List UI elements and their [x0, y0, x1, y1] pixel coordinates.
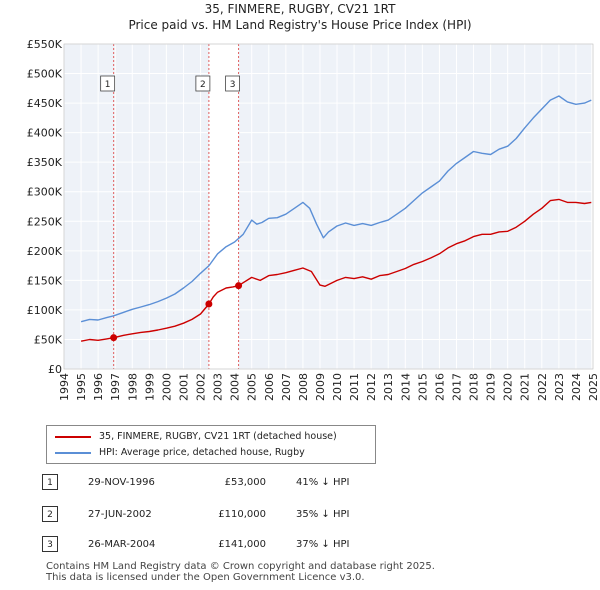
sale-price: £141,000	[218, 539, 266, 550]
x-tick-label: 2001	[177, 373, 190, 401]
x-tick-label: 1998	[126, 373, 139, 401]
legend: 35, FINMERE, RUGBY, CV21 1RT (detached h…	[46, 425, 376, 464]
x-tick-label: 2017	[450, 373, 463, 401]
legend-swatch-property	[55, 436, 91, 438]
legend-label-property: 35, FINMERE, RUGBY, CV21 1RT (detached h…	[99, 431, 337, 442]
chart-title: 35, FINMERE, RUGBY, CV21 1RT	[204, 2, 396, 16]
sale-label-box	[225, 75, 240, 92]
x-tick-label: 2025	[587, 373, 600, 401]
x-tick-label: 2013	[382, 373, 395, 401]
sale-row-2: 2 27-JUN-2002 £110,000 35% ↓ HPI	[42, 505, 382, 525]
x-tick-label: 2012	[365, 373, 378, 401]
x-tick-label: 2024	[570, 373, 583, 401]
sale-price: £53,000	[224, 477, 266, 488]
y-tick-label: £100K	[27, 304, 63, 317]
sale-date: 29-NOV-1996	[88, 477, 155, 488]
sale-number: 2	[42, 506, 58, 522]
x-tick-label: 2010	[331, 373, 344, 401]
y-tick-label: £250K	[27, 215, 63, 228]
x-tick-label: 1999	[143, 373, 156, 401]
x-tick-label: 2018	[468, 373, 481, 401]
y-tick-label: £500K	[27, 68, 63, 81]
sale-hpi-diff: 35% ↓ HPI	[296, 509, 350, 520]
sale-hpi-diff: 37% ↓ HPI	[296, 539, 350, 550]
x-tick-label: 2005	[246, 373, 259, 401]
sale-label-box	[100, 75, 116, 92]
sale-number: 3	[42, 536, 58, 552]
x-tick-label: 2002	[195, 373, 208, 401]
sale-band	[208, 44, 239, 369]
y-tick-label: £50K	[34, 333, 63, 346]
sale-label-number: 3	[230, 80, 236, 90]
footer-licence: This data is licensed under the Open Gov…	[46, 572, 365, 583]
y-tick-label: £200K	[27, 245, 63, 258]
x-tick-label: 2014	[399, 373, 412, 401]
y-tick-label: £550K	[27, 38, 63, 51]
sale-point	[110, 334, 118, 342]
sale-label-number: 2	[200, 80, 206, 90]
x-tick-label: 2007	[280, 373, 293, 401]
sale-label-number: 1	[105, 80, 111, 90]
hpi-series-line	[80, 95, 592, 323]
sale-row-3: 3 26-MAR-2004 £141,000 37% ↓ HPI	[42, 535, 382, 555]
legend-label-hpi: HPI: Average price, detached house, Rugb…	[99, 447, 305, 458]
plot-frame	[63, 43, 594, 370]
x-tick-label: 2023	[553, 373, 566, 401]
sale-hpi-diff: 41% ↓ HPI	[296, 477, 350, 488]
y-tick-label: £450K	[27, 97, 63, 110]
sale-point	[205, 300, 213, 308]
sale-number: 1	[42, 474, 58, 490]
chart-subtitle: Price paid vs. HM Land Registry's House …	[128, 18, 472, 32]
y-tick-label: £400K	[27, 127, 63, 140]
x-tick-label: 2020	[502, 373, 515, 401]
x-tick-label: 1995	[75, 373, 88, 401]
x-tick-label: 2015	[416, 373, 429, 401]
sale-row-1: 1 29-NOV-1996 £53,000 41% ↓ HPI	[42, 473, 382, 493]
x-tick-label: 1997	[109, 373, 122, 401]
x-tick-label: 2004	[229, 373, 242, 401]
price-chart: 1 2 3 £0 £50K £100K £150K £200K £250K £300K £350K £…	[27, 38, 600, 401]
x-tick-label: 2011	[348, 373, 361, 401]
y-tick-label: £350K	[27, 156, 63, 169]
sale-date: 26-MAR-2004	[88, 539, 156, 550]
x-tick-label: 2009	[314, 373, 327, 401]
x-tick-label: 2022	[536, 373, 549, 401]
sale-label-box	[195, 75, 211, 92]
y-tick-label: £0	[48, 363, 62, 376]
y-tick-label: £150K	[27, 274, 63, 287]
x-tick-label: 2000	[160, 373, 173, 401]
sale-date: 27-JUN-2002	[88, 509, 152, 520]
x-tick-label: 2016	[433, 373, 446, 401]
x-tick-label: 1994	[58, 373, 71, 401]
x-tick-label: 1996	[92, 373, 105, 401]
x-tick-label: 2021	[519, 373, 532, 401]
x-tick-label: 2003	[212, 373, 225, 401]
x-tick-label: 2019	[485, 373, 498, 401]
y-tick-label: £300K	[27, 186, 63, 199]
plot-area	[64, 44, 593, 369]
x-tick-label: 2006	[263, 373, 276, 401]
legend-swatch-hpi	[55, 452, 91, 454]
footer-copyright: Contains HM Land Registry data © Crown c…	[46, 561, 435, 572]
x-tick-label: 2008	[297, 373, 310, 401]
sale-point	[235, 282, 243, 290]
sale-price: £110,000	[218, 509, 266, 520]
future-band	[591, 44, 593, 369]
property-series-line	[80, 198, 592, 342]
